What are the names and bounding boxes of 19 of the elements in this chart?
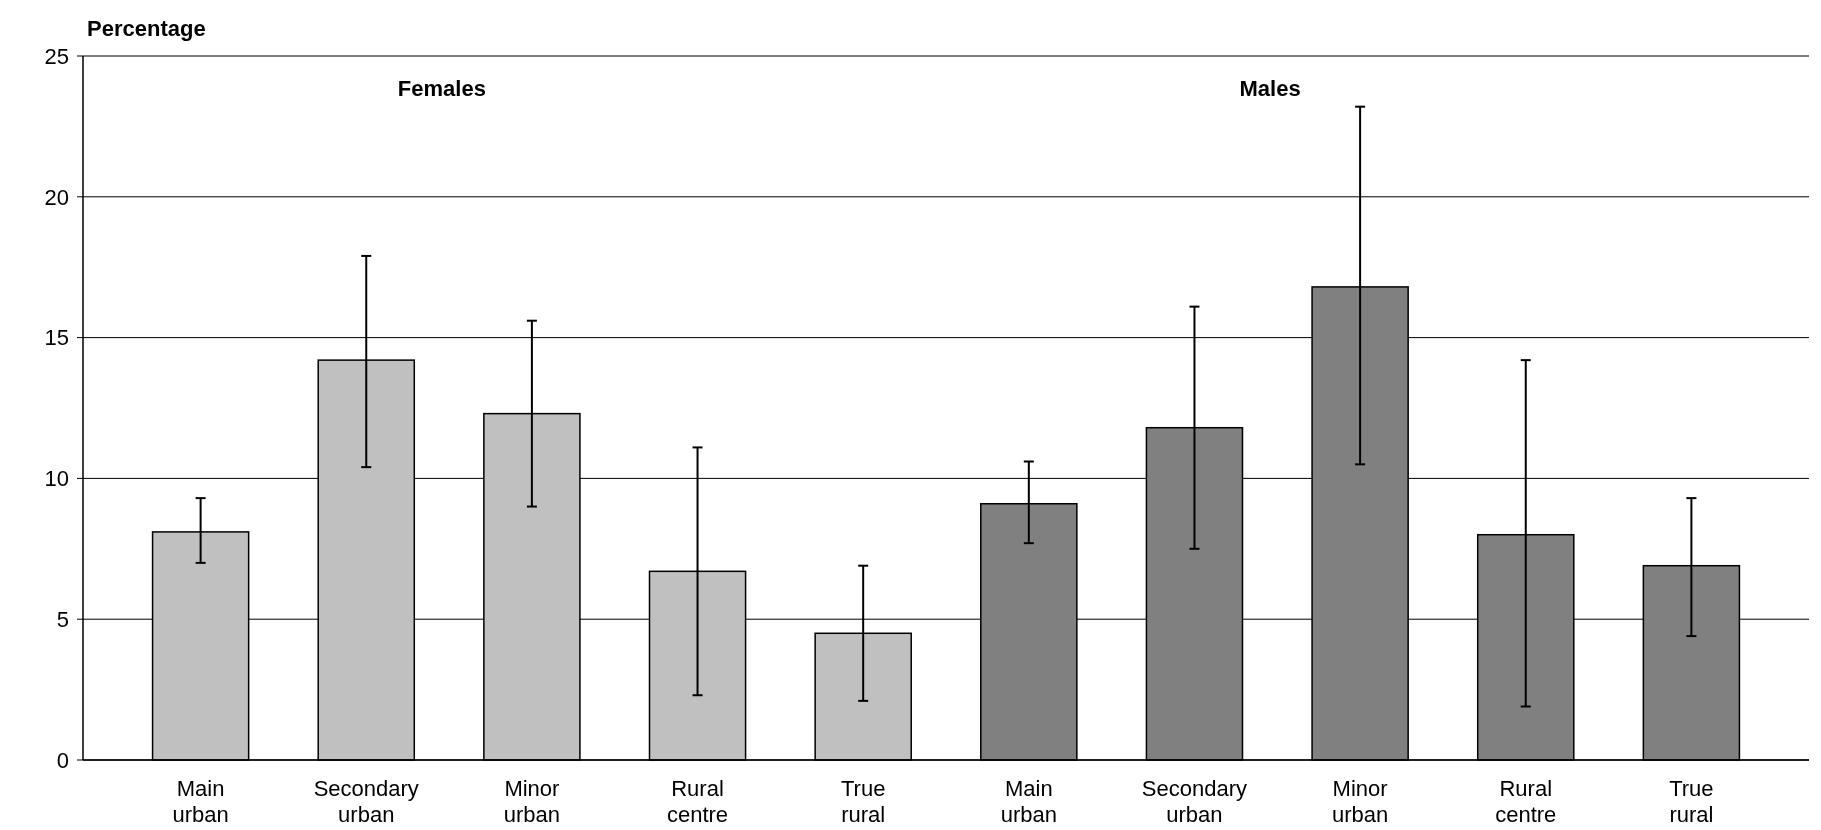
y-tick-label: 20 — [44, 184, 69, 210]
annotation: Males — [1239, 76, 1301, 101]
y-tick-label: 15 — [44, 325, 69, 351]
x-tick-label: Minor urban — [1331, 776, 1389, 827]
x-tick-label: Rural centre — [1495, 776, 1557, 827]
annotation: Females — [397, 76, 486, 101]
y-tick-label: 10 — [44, 466, 69, 492]
y-tick-label: 0 — [56, 747, 69, 773]
y-tick-label: 25 — [44, 43, 69, 69]
x-tick-label: True rural — [1669, 776, 1714, 827]
x-tick-label: Rural centre — [666, 776, 729, 827]
y-axis-title: Percentage — [87, 16, 206, 41]
y-tick-label: 5 — [56, 606, 69, 632]
x-tick-label: Main urban — [172, 776, 229, 827]
x-tick-label: Secondary urban — [1141, 776, 1248, 827]
x-tick-label: Main urban — [1000, 776, 1057, 827]
x-tick-label: Secondary urban — [313, 776, 419, 827]
x-tick-label: Minor urban — [503, 776, 561, 827]
x-tick-label: True rural — [840, 776, 886, 827]
